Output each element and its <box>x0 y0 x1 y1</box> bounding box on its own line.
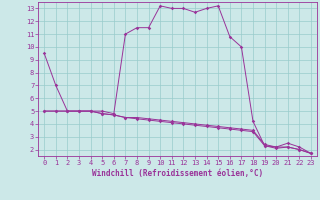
X-axis label: Windchill (Refroidissement éolien,°C): Windchill (Refroidissement éolien,°C) <box>92 169 263 178</box>
